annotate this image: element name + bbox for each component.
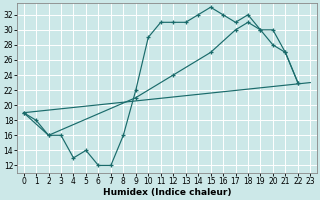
X-axis label: Humidex (Indice chaleur): Humidex (Indice chaleur)	[103, 188, 231, 197]
